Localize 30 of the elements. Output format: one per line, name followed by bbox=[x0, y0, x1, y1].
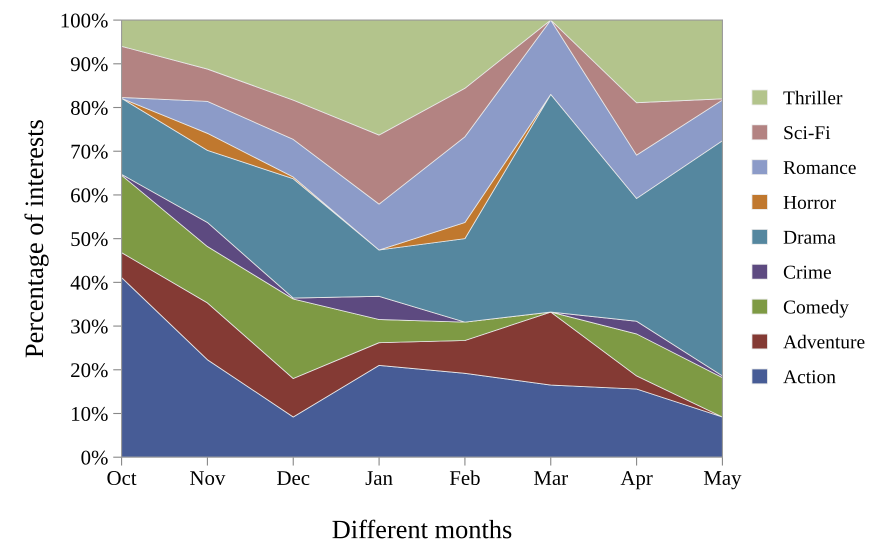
y-tick-label: 30% bbox=[71, 319, 108, 334]
x-tick-label: Dec bbox=[277, 471, 310, 486]
y-tick-label: 90% bbox=[70, 57, 108, 72]
legend-label: Drama bbox=[784, 230, 836, 244]
x-tick-label: Jan bbox=[366, 471, 393, 486]
legend-label: Horror bbox=[784, 196, 836, 209]
y-tick-label: 60% bbox=[71, 188, 108, 202]
legend-label: Sci-Fi bbox=[784, 126, 830, 140]
legend-label: Action bbox=[783, 370, 836, 384]
y-tick-label: 50% bbox=[71, 232, 108, 246]
y-tick-label: 100% bbox=[62, 13, 108, 28]
y-tick-label: 20% bbox=[71, 363, 108, 378]
x-tick-label: May bbox=[704, 471, 742, 490]
x-tick-label: Mar bbox=[534, 471, 568, 486]
legend-label: Adventure bbox=[783, 334, 864, 348]
y-tick-label: 40% bbox=[70, 276, 108, 290]
y-tick-label: 0% bbox=[81, 450, 108, 465]
legend-label: Thriller bbox=[783, 90, 842, 104]
y-tick-label: 80% bbox=[70, 100, 108, 116]
legend-label: Romance bbox=[784, 161, 856, 174]
x-tick-label: Nov bbox=[190, 471, 226, 486]
x-tick-label: Oct bbox=[107, 471, 136, 486]
legend-label: Crime bbox=[784, 266, 831, 279]
x-tick-label: Apr bbox=[620, 471, 653, 490]
y-tick-label: 70% bbox=[72, 144, 108, 159]
y-axis-title: Percentage of interests bbox=[24, 120, 49, 358]
x-tick-label: Feb bbox=[450, 470, 480, 486]
y-tick-label: 10% bbox=[72, 406, 108, 421]
legend-label: Comedy bbox=[784, 300, 849, 318]
x-axis-title: Different months bbox=[332, 520, 512, 538]
